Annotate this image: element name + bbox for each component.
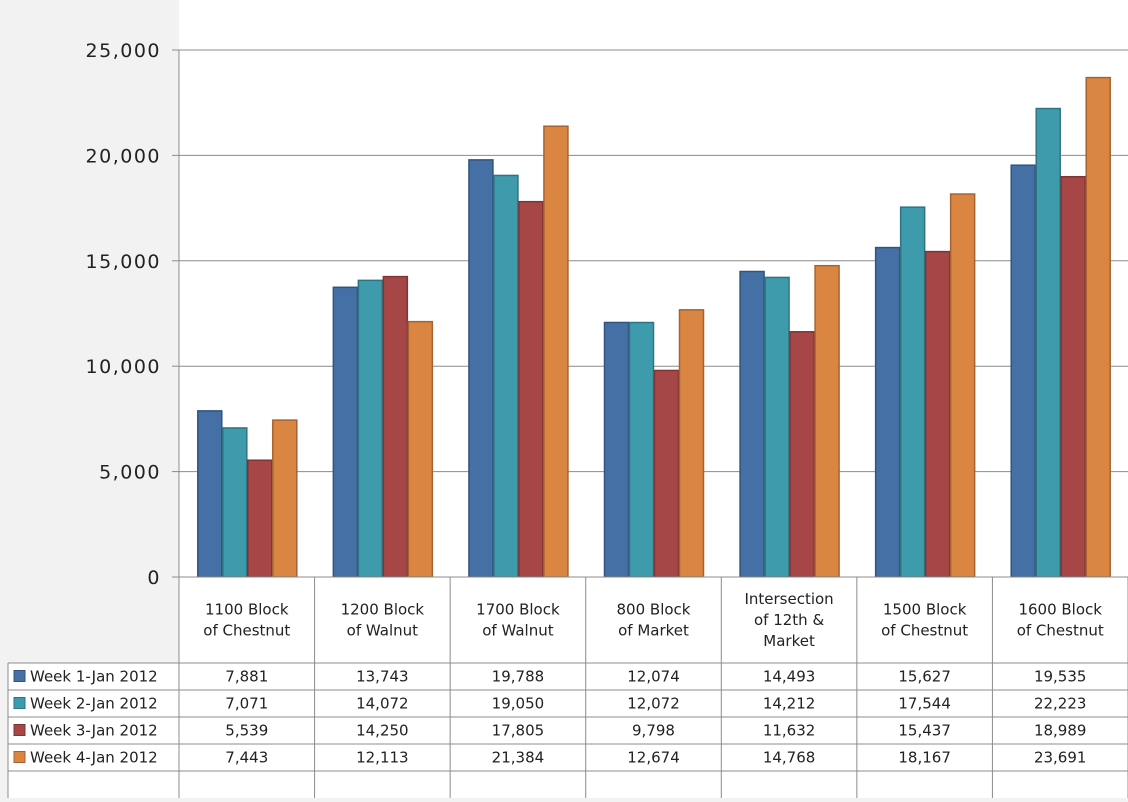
table-cell-value: 15,627 <box>898 668 951 686</box>
x-category-label-line: Intersection <box>744 590 833 608</box>
bar <box>222 427 248 578</box>
table-cell-value: 12,072 <box>627 695 680 713</box>
bar <box>197 410 223 578</box>
y-tick-label: 20,000 <box>86 145 161 167</box>
bar <box>899 206 926 578</box>
table-cell-value: 7,881 <box>225 668 268 686</box>
x-category-label-line: of Chestnut <box>1017 622 1104 640</box>
bar <box>874 246 901 578</box>
x-category-label-line: 800 Block <box>617 601 691 619</box>
bar <box>1060 175 1086 578</box>
y-tick-label: 0 <box>147 567 161 589</box>
table-cell-value: 18,167 <box>898 749 951 767</box>
bar <box>407 320 434 578</box>
y-axis-tick-labels: 0 5,000 10,000 15,000 20,000 25,000 <box>86 40 161 589</box>
table-cell-value: 14,212 <box>763 695 816 713</box>
x-category-label: 1100 Block of Chestnut <box>203 601 290 640</box>
legend-label: Week 1-Jan 2012 <box>30 668 158 686</box>
table-cell-value: 11,632 <box>763 722 816 740</box>
bar <box>1010 164 1036 578</box>
table-cell-value: 9,798 <box>632 722 675 740</box>
legend-label: Week 3-Jan 2012 <box>30 722 158 740</box>
table-cell-value: 15,437 <box>898 722 951 740</box>
x-category-label-line: of Chestnut <box>881 622 968 640</box>
x-category-label-line: of Market <box>618 622 689 640</box>
bar <box>949 193 976 578</box>
x-category-label-line: of Walnut <box>347 622 418 640</box>
bar <box>357 279 384 578</box>
bar <box>1035 107 1061 578</box>
x-category-label-line: 1700 Block <box>476 601 560 619</box>
bar <box>272 419 298 578</box>
bar <box>382 275 409 578</box>
table-cell-value: 14,493 <box>763 668 816 686</box>
bar <box>814 264 840 578</box>
table-cell-value: 13,743 <box>356 668 409 686</box>
x-category-label-line: 1600 Block <box>1018 601 1102 619</box>
table-cell-value: 7,443 <box>225 749 268 767</box>
legend-swatch <box>13 697 26 709</box>
x-category-label-line: 1100 Block <box>205 601 289 619</box>
y-tick-label: 25,000 <box>86 40 161 62</box>
bar <box>653 369 680 578</box>
table-cell-value: 14,250 <box>356 722 409 740</box>
bar <box>493 174 519 578</box>
table-cell-value: 19,050 <box>492 695 545 713</box>
y-tick-label: 15,000 <box>86 251 161 273</box>
table-cell-value: 7,071 <box>225 695 268 713</box>
x-category-label-line: of 12th & <box>754 611 824 629</box>
table-cell-value: 14,768 <box>763 749 816 767</box>
bar <box>468 159 494 578</box>
bar <box>739 270 765 578</box>
bar <box>789 331 815 578</box>
table-cell-value: 12,113 <box>356 749 409 767</box>
table-cell-value: 17,544 <box>898 695 951 713</box>
legend-swatch <box>13 751 26 763</box>
x-category-label: 1200 Block of Walnut <box>341 601 425 640</box>
bar <box>543 125 569 578</box>
table-header-bg <box>179 577 1128 663</box>
bar <box>332 286 359 578</box>
x-category-label-line: of Walnut <box>482 622 553 640</box>
bar <box>764 276 790 578</box>
x-category-label-line: Market <box>763 632 815 650</box>
table-cell-value: 19,535 <box>1034 668 1087 686</box>
bar <box>603 321 630 578</box>
data-table: 1100 Block of Chestnut 1200 Block of Walnut… <box>7 576 1128 798</box>
x-category-label-line: of Chestnut <box>203 622 290 640</box>
table-cell-value: 23,691 <box>1034 749 1087 767</box>
table-cell-value: 14,072 <box>356 695 409 713</box>
y-tick-label: 10,000 <box>86 356 161 378</box>
table-cell-value: 12,074 <box>627 668 680 686</box>
table-cell-value: 17,805 <box>492 722 545 740</box>
x-category-label: Intersection of 12th & Market <box>744 590 833 650</box>
legend-label: Week 2-Jan 2012 <box>30 695 158 713</box>
y-tick-label: 5,000 <box>99 462 161 484</box>
table-cell-value: 18,989 <box>1034 722 1087 740</box>
bar <box>924 250 951 578</box>
x-category-label-line: 1200 Block <box>341 601 425 619</box>
x-category-label: 1600 Block of Chestnut <box>1017 601 1104 640</box>
table-cell-value: 12,674 <box>627 749 680 767</box>
legend-label: Week 4-Jan 2012 <box>30 749 158 767</box>
table-body-bg <box>8 663 1128 798</box>
legend-swatch <box>13 670 26 682</box>
legend-swatch <box>13 724 26 736</box>
bar <box>518 200 544 578</box>
table-cell-value: 5,539 <box>225 722 268 740</box>
table-cell-value: 22,223 <box>1034 695 1087 713</box>
bar <box>1085 76 1111 578</box>
x-category-label: 1700 Block of Walnut <box>476 601 560 640</box>
table-cell-value: 19,788 <box>492 668 545 686</box>
x-category-label-line: 1500 Block <box>883 601 967 619</box>
bar <box>678 309 705 578</box>
x-category-label: 800 Block of Market <box>617 601 691 640</box>
bar <box>628 321 655 578</box>
table-cell-value: 21,384 <box>492 749 545 767</box>
x-category-label: 1500 Block of Chestnut <box>881 601 968 640</box>
bar <box>247 459 273 578</box>
